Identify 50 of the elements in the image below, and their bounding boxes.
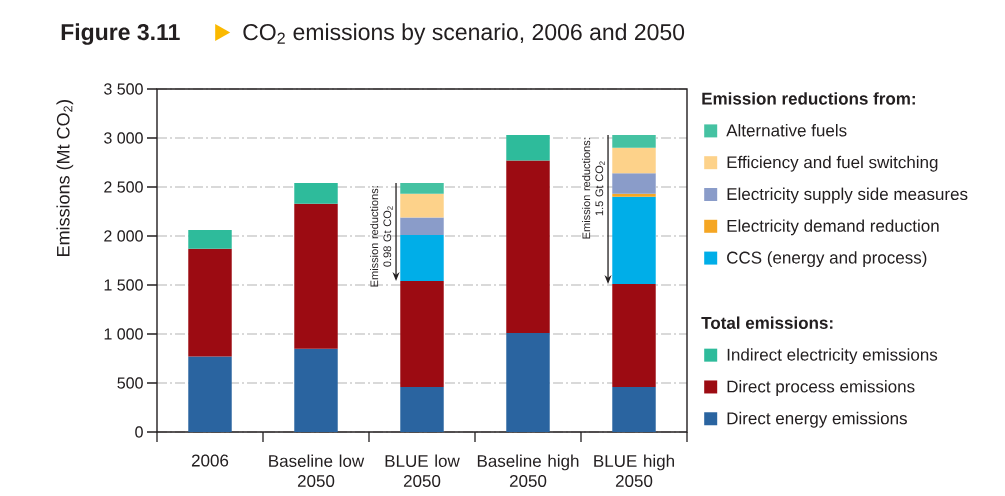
y-tick-label: 1 500	[104, 279, 143, 291]
x-tick-label: Baseline low 2050	[269, 454, 365, 488]
legend-label: Electricity demand reduction	[727, 219, 939, 236]
bar	[612, 284, 656, 387]
y-axis-title: Emissions (Mt CO$_{2}$)	[56, 100, 74, 256]
chart-title: Figure 3.11	[61, 23, 180, 45]
bar	[400, 386, 444, 432]
text: Emission reductions from:	[702, 92, 915, 105]
x-tick-label: BLUE high 2050	[594, 454, 674, 488]
x-tick-label: Baseline high 2050	[477, 454, 579, 488]
bar	[612, 147, 656, 174]
bar	[400, 217, 444, 236]
chart-subtitle: CO$_{2}$ emissions by scenario, 2006 and 2050	[243, 23, 685, 45]
legend-label: Efficiency and fuel switching	[727, 155, 938, 172]
bar	[506, 333, 550, 432]
bar	[400, 281, 444, 387]
annotation: Emission reductions: 0.98 Gt CO$_{2}$	[370, 186, 393, 287]
bar	[188, 248, 232, 357]
y-tick-label: 3 000	[104, 132, 143, 144]
bar	[294, 348, 338, 432]
bar	[294, 183, 338, 204]
text: Total emissions:	[701, 316, 833, 329]
y-tick-label: 500	[117, 377, 143, 389]
bar	[188, 230, 232, 249]
y-tick-label: 2 000	[104, 230, 143, 242]
bar	[612, 386, 656, 432]
y-tick-label: 2 500	[104, 181, 143, 193]
bar	[400, 193, 444, 218]
y-tick-label: 3 500	[104, 83, 143, 95]
legend-label: Direct process emissions	[727, 380, 915, 396]
bar	[612, 135, 656, 148]
legend-label: Indirect electricity emissions	[727, 348, 938, 365]
bar	[400, 183, 444, 194]
y-tick-label: 1 000	[104, 328, 143, 340]
bar	[612, 173, 656, 194]
x-tick-label: 2006	[191, 454, 229, 467]
annotation: Emission reductions: 1.5 Gt CO$_{2}$	[582, 138, 605, 239]
x-tick-label: BLUE low 2050	[385, 454, 460, 488]
bar	[506, 135, 550, 161]
legend-label: Alternative fuels	[726, 124, 847, 137]
bar	[612, 193, 656, 197]
legend-label: CCS (energy and process)	[727, 251, 927, 268]
bar	[188, 356, 232, 432]
bar	[294, 203, 338, 349]
legend-label: Direct energy emissions	[727, 411, 907, 428]
y-tick-label: 0	[135, 426, 143, 438]
bar	[612, 196, 656, 285]
bar	[400, 235, 444, 282]
legend-label: Electricity supply side measures	[727, 187, 968, 204]
bar	[506, 160, 550, 334]
